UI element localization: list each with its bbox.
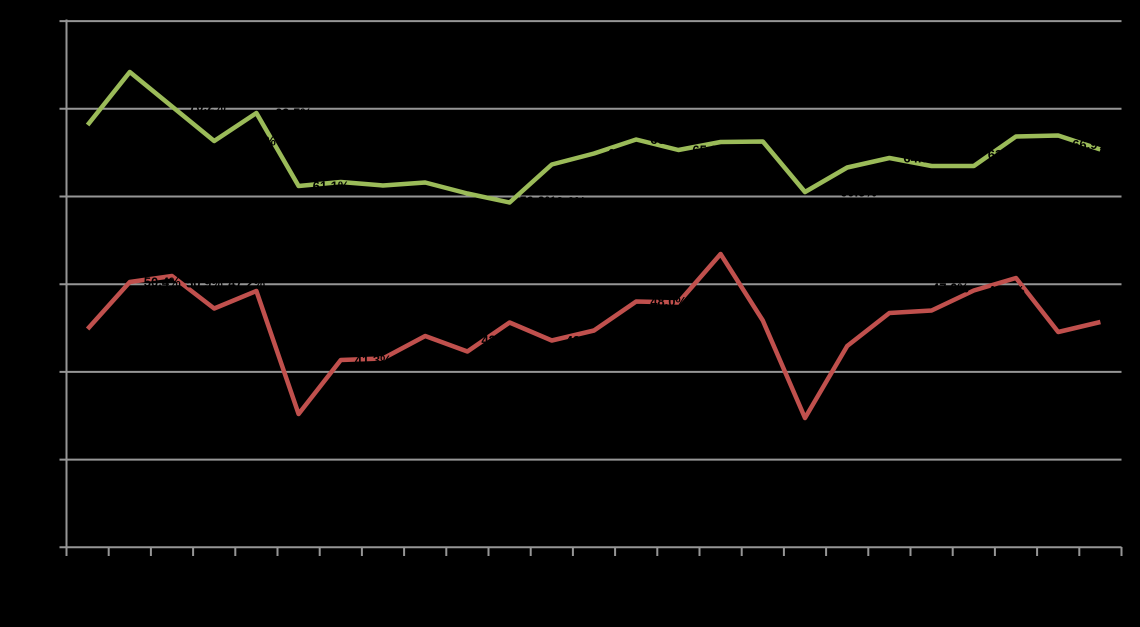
svg-text:63.2%: 63.2%: [861, 141, 898, 156]
svg-text:59.3%: 59.3%: [520, 194, 557, 209]
svg-text:74.1%: 74.1%: [144, 65, 181, 80]
svg-text:63.4%: 63.4%: [988, 147, 1025, 162]
svg-text:66.3%: 66.3%: [239, 134, 276, 149]
svg-text:63.4%: 63.4%: [946, 144, 983, 159]
svg-text:66.9%: 66.9%: [1072, 137, 1109, 152]
svg-text:41.5%: 41.5%: [397, 351, 434, 366]
svg-text:34.7%: 34.7%: [819, 411, 856, 426]
svg-text:50.4%: 50.4%: [144, 275, 181, 290]
svg-text:66.4%: 66.4%: [650, 132, 687, 147]
svg-text:61.5%: 61.5%: [439, 163, 476, 178]
svg-text:60.3%: 60.3%: [481, 173, 518, 188]
svg-text:49.2%: 49.2%: [988, 283, 1025, 298]
svg-text:61.6%: 61.6%: [355, 162, 392, 177]
svg-text:41.3%: 41.3%: [355, 353, 392, 368]
svg-text:44.7%: 44.7%: [608, 323, 645, 338]
svg-text:66.2%: 66.2%: [735, 123, 772, 138]
svg-text:45.6%: 45.6%: [1114, 315, 1140, 330]
svg-text:53.4%: 53.4%: [735, 247, 772, 262]
svg-text:44.8%: 44.8%: [102, 322, 139, 337]
svg-text:35.2%: 35.2%: [313, 407, 350, 422]
svg-text:66.2%: 66.2%: [777, 134, 814, 149]
svg-text:47.9%: 47.9%: [692, 295, 729, 310]
svg-text:44.5%: 44.5%: [1072, 306, 1109, 321]
svg-text:47.2%: 47.2%: [228, 276, 265, 291]
svg-text:50.7%: 50.7%: [1030, 271, 1067, 286]
svg-text:42.9%: 42.9%: [861, 339, 898, 354]
svg-text:66.8%: 66.8%: [1030, 117, 1067, 132]
svg-text:65.3%: 65.3%: [1114, 142, 1140, 157]
svg-text:46.7%: 46.7%: [903, 292, 940, 307]
svg-text:65.2%: 65.2%: [692, 143, 729, 158]
svg-text:49.2%: 49.2%: [270, 284, 307, 299]
svg-text:43.5%: 43.5%: [566, 333, 603, 348]
svg-text:42.3%: 42.3%: [481, 333, 518, 348]
svg-text:69.5%: 69.5%: [275, 106, 312, 121]
svg-text:47.0%: 47.0%: [932, 281, 969, 296]
svg-text:68.1%: 68.1%: [102, 118, 139, 133]
svg-text:48.0%: 48.0%: [650, 294, 687, 309]
svg-text:50.9%: 50.9%: [186, 276, 223, 291]
svg-text:61.1%: 61.1%: [313, 179, 350, 194]
svg-text:70.2%: 70.2%: [189, 99, 226, 114]
svg-text:44.0%: 44.0%: [439, 317, 476, 332]
svg-text:64.3%: 64.3%: [903, 151, 940, 166]
svg-text:61.2%: 61.2%: [397, 166, 434, 181]
svg-text:45.8%: 45.8%: [777, 313, 814, 328]
svg-text:63.6%: 63.6%: [549, 194, 586, 209]
svg-text:60.5%: 60.5%: [840, 185, 877, 200]
svg-text:45.6%: 45.6%: [524, 315, 561, 330]
svg-text:64.8%: 64.8%: [608, 146, 645, 161]
